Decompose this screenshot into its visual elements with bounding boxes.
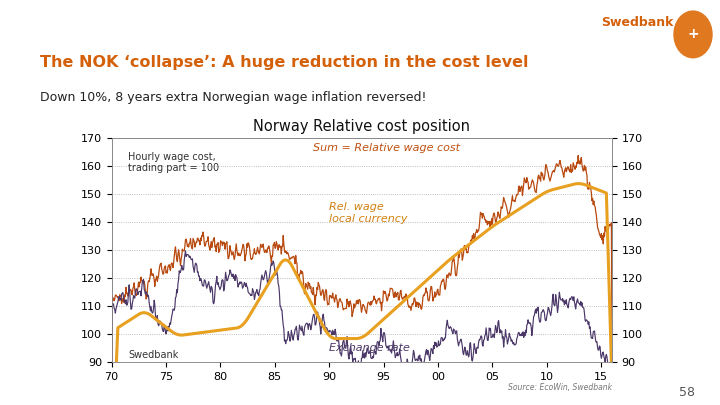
- Text: Down 10%, 8 years extra Norwegian wage inflation reversed!: Down 10%, 8 years extra Norwegian wage i…: [40, 91, 426, 104]
- Text: The NOK ‘collapse’: A huge reduction in the cost level: The NOK ‘collapse’: A huge reduction in …: [40, 55, 528, 70]
- Title: Norway Relative cost position: Norway Relative cost position: [253, 119, 470, 134]
- Text: Swedbank: Swedbank: [601, 16, 674, 29]
- Text: 58: 58: [679, 386, 695, 399]
- Text: Hourly wage cost,
trading part = 100: Hourly wage cost, trading part = 100: [128, 152, 219, 173]
- Text: Rel. wage
local currency: Rel. wage local currency: [329, 202, 408, 224]
- Text: Source: EcoWin, Swedbank: Source: EcoWin, Swedbank: [508, 383, 612, 392]
- Text: Exchange rate: Exchange rate: [329, 343, 410, 353]
- Circle shape: [674, 11, 712, 58]
- Text: +: +: [687, 28, 699, 41]
- Text: Sum = Relative wage cost: Sum = Relative wage cost: [313, 143, 460, 153]
- Text: Swedbank: Swedbank: [128, 350, 179, 360]
